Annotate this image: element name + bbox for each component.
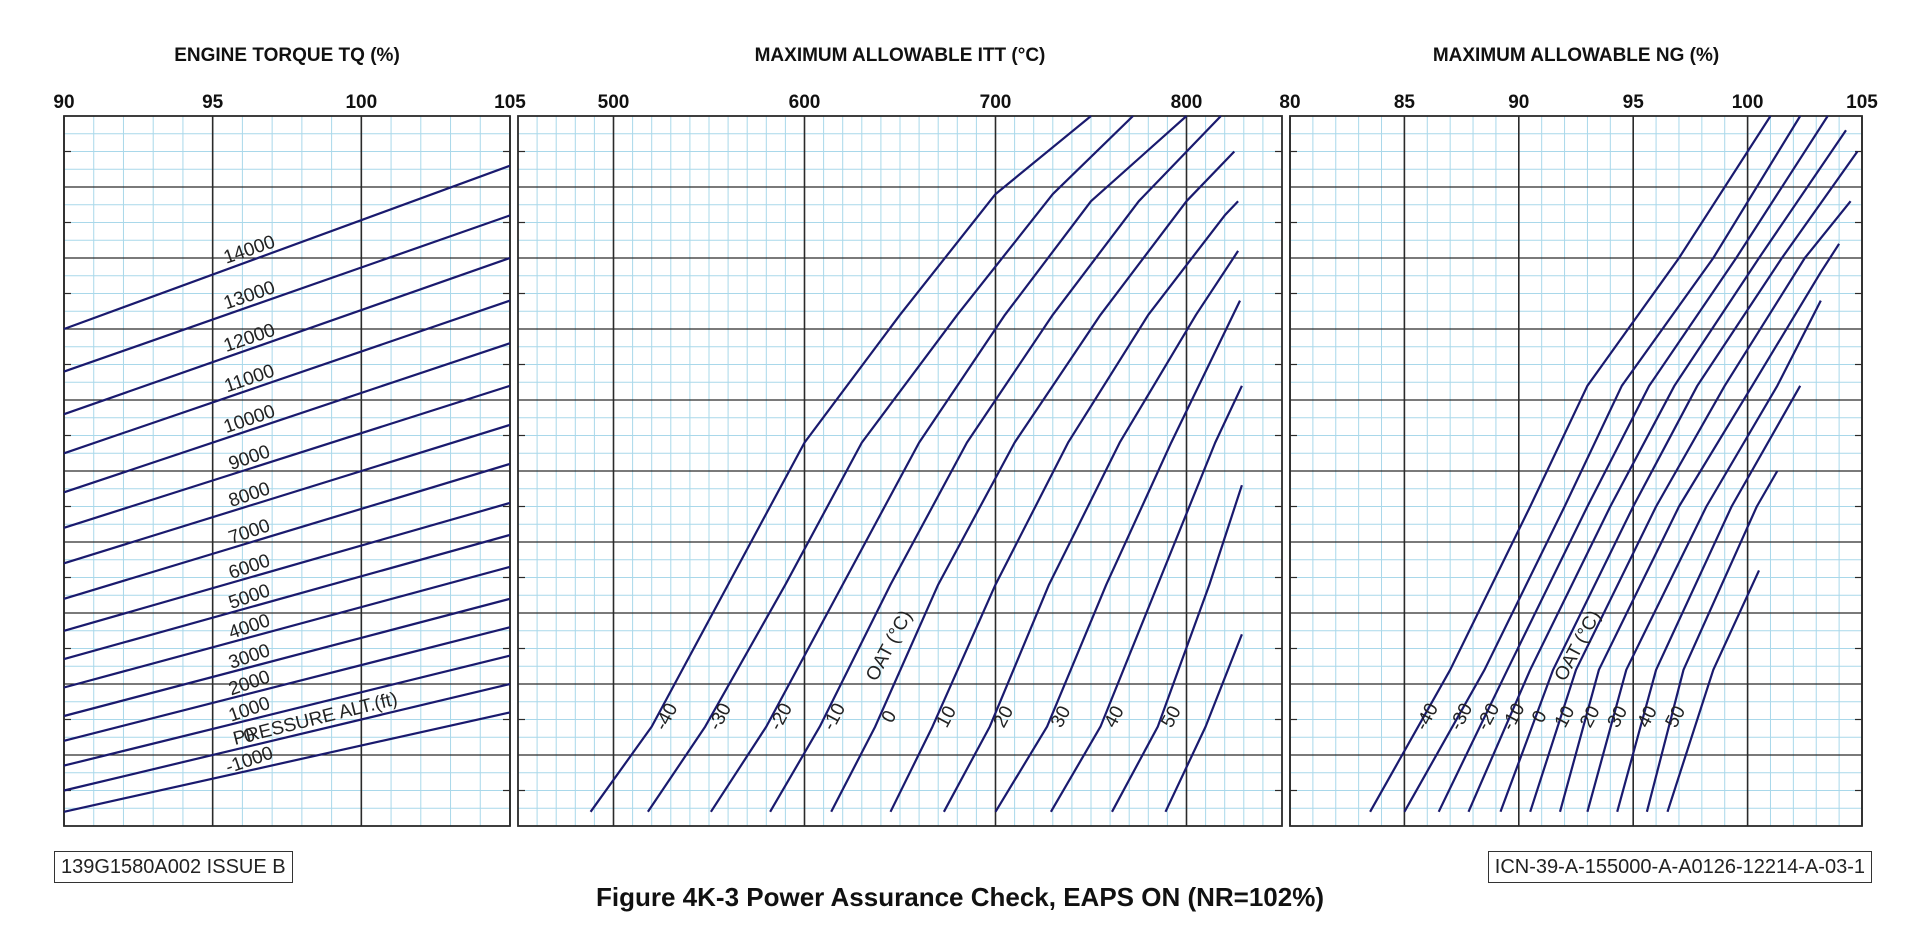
x-tick-label: 800 <box>1171 92 1203 113</box>
curve-line <box>1647 471 1777 812</box>
x-tick-label: 95 <box>1623 92 1645 113</box>
series-label: 20 <box>1576 703 1604 732</box>
series-label: 50 <box>1662 703 1690 732</box>
x-tick-label: 80 <box>1279 92 1300 113</box>
curve-family-label: OAT (°C) <box>862 607 916 684</box>
series-label: 11000 <box>222 361 277 398</box>
series-label: 10 <box>1551 703 1579 732</box>
x-tick-label: 90 <box>53 92 74 113</box>
curve-line <box>64 166 510 329</box>
x-tick-label: 600 <box>789 92 821 113</box>
series-label: 50 <box>1157 703 1185 732</box>
series-label: 10000 <box>221 401 278 438</box>
series-label: -10 <box>1498 700 1529 734</box>
x-tick-label: 100 <box>345 92 377 113</box>
x-tick-label: 700 <box>980 92 1012 113</box>
series-label: 0 <box>1528 707 1552 726</box>
icn-number-label: ICN-39-A-155000-A-A0126-12214-A-03-1 <box>1488 851 1872 883</box>
series-label: 12000 <box>221 320 278 357</box>
curve-line <box>64 535 510 659</box>
document-number-label: 139G1580A002 ISSUE B <box>54 851 293 883</box>
curve-line <box>64 656 510 766</box>
series-label: -40 <box>651 700 682 734</box>
series-label: 20 <box>990 703 1018 732</box>
x-tick-label: 95 <box>202 92 224 113</box>
x-tick-label: 90 <box>1508 92 1529 113</box>
curve-line <box>1668 570 1760 811</box>
series-label: 6000 <box>226 550 273 584</box>
x-tick-label: 105 <box>1846 92 1878 113</box>
series-label: 30 <box>1047 703 1075 732</box>
series-label: 7000 <box>226 515 273 549</box>
curve-line <box>1617 386 1800 812</box>
series-label: 14000 <box>221 232 278 269</box>
curve-line <box>64 464 510 599</box>
curve-line <box>64 567 510 688</box>
curve-line <box>996 301 1241 812</box>
figure-caption: Figure 4K-3 Power Assurance Check, EAPS … <box>0 880 1920 914</box>
series-label: 5000 <box>226 580 273 614</box>
x-tick-label: 85 <box>1394 92 1416 113</box>
panel-title: ENGINE TORQUE TQ (%) <box>174 45 400 66</box>
series-label: 13000 <box>221 277 278 314</box>
series-label: 10 <box>933 703 961 732</box>
x-tick-label: 100 <box>1732 92 1764 113</box>
series-label: 40 <box>1100 703 1128 732</box>
x-tick-label: 500 <box>598 92 630 113</box>
curve-line <box>64 599 510 716</box>
series-label: 4000 <box>226 610 273 644</box>
series-label: 40 <box>1633 703 1661 732</box>
x-tick-label: 105 <box>494 92 526 113</box>
curve-line <box>64 503 510 631</box>
panel-title: MAXIMUM ALLOWABLE ITT (°C) <box>755 45 1046 66</box>
curve-line <box>64 258 510 414</box>
series-label: -20 <box>1473 700 1504 734</box>
series-label: 30 <box>1604 703 1632 732</box>
series-label: -20 <box>766 700 797 734</box>
curve-line <box>64 301 510 454</box>
panel-title: MAXIMUM ALLOWABLE NG (%) <box>1433 45 1719 66</box>
